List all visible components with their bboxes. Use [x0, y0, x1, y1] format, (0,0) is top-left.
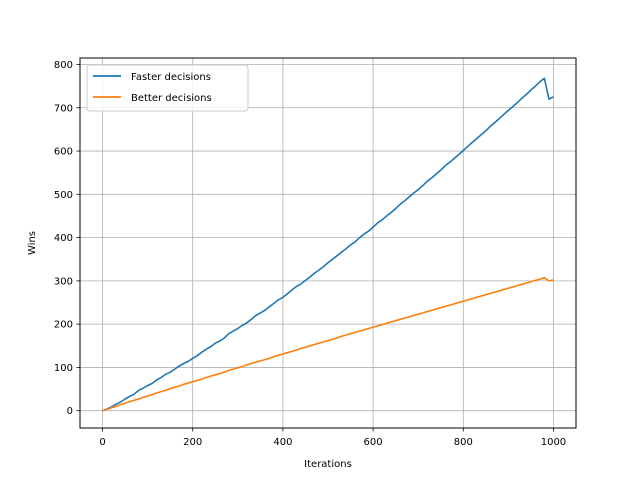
x-tick-label: 0	[99, 437, 105, 448]
y-tick-label: 600	[54, 147, 73, 158]
legend-box	[86, 64, 249, 112]
y-axis-ticks: 0 100 200 300 400 500 600 700 800	[54, 60, 80, 417]
plot-area-frame	[79, 57, 577, 429]
y-tick-label: 400	[54, 233, 73, 244]
y-tick-label: 300	[54, 276, 73, 287]
y-tick-label: 700	[54, 103, 73, 114]
x-tick-label: 600	[364, 437, 383, 448]
legend: Faster decisions Better decisions	[86, 64, 249, 112]
grid	[80, 58, 576, 428]
series-lines	[102, 77, 554, 412]
x-tick-label: 400	[273, 437, 292, 448]
x-tick-label: 1000	[541, 437, 566, 448]
y-tick-label: 0	[67, 406, 73, 417]
y-tick-label: 200	[54, 320, 73, 331]
series-line-faster-decisions	[102, 77, 554, 412]
y-tick-label: 800	[54, 60, 73, 71]
legend-label-faster-decisions: Faster decisions	[131, 72, 211, 83]
x-tick-label: 800	[454, 437, 473, 448]
y-axis-label: Wins	[27, 231, 38, 255]
y-tick-label: 500	[54, 190, 73, 201]
x-tick-label: 200	[183, 437, 202, 448]
x-axis-label: Iterations	[304, 459, 352, 470]
x-axis-ticks: 0 200 400 600 800 1000	[99, 428, 566, 448]
y-tick-label: 100	[54, 363, 73, 374]
series-line-better-decisions	[102, 276, 554, 412]
legend-label-better-decisions: Better decisions	[131, 93, 212, 104]
